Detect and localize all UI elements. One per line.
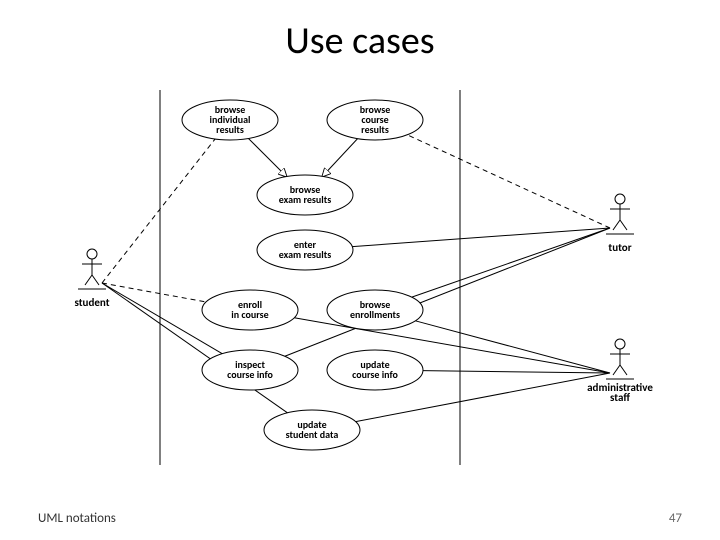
association (352, 228, 610, 247)
slide-title: Use cases (0, 18, 720, 64)
usecase-uc_bir: browseindividualresults (182, 100, 278, 140)
svg-text:exam results: exam results (279, 193, 331, 206)
association (415, 321, 610, 373)
usecase-uc_bcr: browsecourseresults (327, 100, 423, 140)
usecase-uc_be: browseenrollments (327, 290, 423, 330)
svg-text:student data: student data (286, 428, 339, 441)
association (102, 139, 215, 283)
svg-text:exam results: exam results (279, 248, 331, 261)
page-number: 47 (669, 511, 682, 526)
svg-text:course info: course info (227, 368, 273, 381)
footer-left: UML notations (38, 511, 116, 526)
generalizations (248, 138, 357, 176)
svg-text:course info: course info (352, 368, 398, 381)
generalization (322, 139, 357, 177)
usecase-diagram: browseindividualresults browsecourseresul… (60, 80, 670, 480)
svg-text:results: results (361, 123, 389, 136)
association (423, 371, 610, 373)
svg-text:enrollments: enrollments (350, 308, 400, 321)
usecase-uc_eic: enrollin course (202, 290, 298, 330)
usecase-uc_usd: updatestudent data (264, 410, 360, 450)
usecase-uc_eer: enterexam results (257, 230, 353, 270)
svg-text:staff: staff (610, 391, 630, 404)
svg-text:in course: in course (231, 308, 268, 321)
usecases: browseindividualresults browsecourseresul… (182, 100, 423, 450)
usecase-uc_uci: updatecourse info (327, 350, 423, 390)
association (412, 228, 610, 297)
svg-text:tutor: tutor (608, 241, 631, 254)
association (102, 283, 222, 354)
actor-admin: administrativestaff (587, 339, 653, 404)
generalization (248, 138, 286, 176)
usecase-uc_ici: inspectcourse info (202, 350, 298, 390)
usecase-uc_ber: browseexam results (257, 175, 353, 215)
actor-tutor: tutor (606, 194, 634, 254)
actor-student: student (74, 249, 109, 309)
association (407, 135, 610, 228)
svg-text:student: student (74, 296, 109, 309)
svg-text:results: results (216, 123, 244, 136)
